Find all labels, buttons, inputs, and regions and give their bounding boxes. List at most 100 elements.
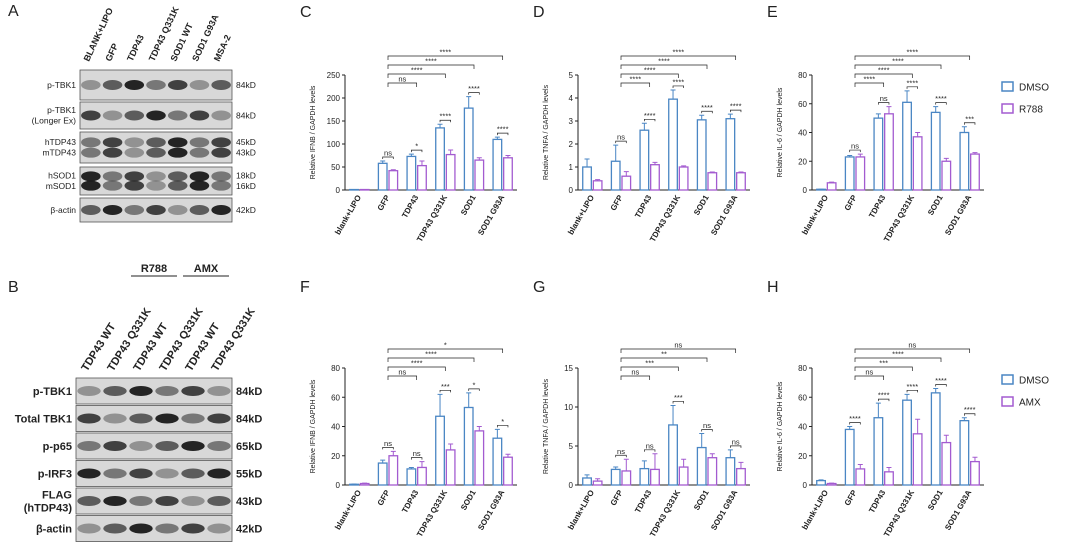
bar (696, 446, 707, 486)
comparison-bracket (854, 375, 885, 380)
pair-bracket (468, 92, 480, 95)
blot-band (189, 180, 210, 191)
comparison-bracket (620, 82, 651, 87)
blot-band (81, 110, 101, 121)
bar (503, 456, 513, 486)
y-tick-label: 0 (803, 186, 808, 195)
y-tick-label: 15 (564, 364, 573, 373)
blot-band (102, 171, 123, 182)
pair-bracket (672, 401, 684, 404)
pair-significance: ns (732, 437, 740, 446)
y-axis-label: Relative IL-6 / GAPDH levels (777, 87, 784, 177)
comparison-bracket (387, 82, 418, 87)
bar (736, 467, 746, 486)
bar (884, 113, 894, 191)
pair-bracket (382, 156, 394, 160)
row-label: p-p65 (43, 441, 72, 453)
x-tick-label: GFP (843, 193, 859, 212)
x-tick-label: TDP43 (867, 193, 888, 220)
pair-significance: **** (964, 405, 976, 414)
error-bar (847, 426, 853, 430)
row-label: hSOD1 (48, 171, 76, 181)
x-tick-label: blank+LIPO (800, 194, 830, 237)
blot-band (77, 468, 101, 479)
panel-letter: H (767, 279, 779, 296)
x-tick-label: TDP43 (633, 193, 654, 220)
size-label: 84kD (236, 110, 256, 120)
comparison-bracket (854, 73, 913, 78)
blot-band (77, 413, 101, 424)
y-tick-label: 40 (331, 423, 340, 432)
panel-letter: F (300, 279, 310, 296)
blot-band (77, 386, 101, 396)
bar (621, 175, 632, 191)
blot-band (207, 523, 231, 534)
blot-band (81, 147, 101, 158)
y-axis-label: Relative IL-6 / GAPDH levels (777, 381, 784, 471)
blot-band (103, 496, 127, 506)
row-label: p-TBK1 (47, 105, 76, 115)
bar (873, 117, 884, 191)
bar (816, 479, 826, 486)
comparison-bracket (387, 375, 418, 380)
error-bar (390, 450, 396, 456)
panel-letter: D (533, 4, 545, 21)
error-bar (670, 89, 676, 100)
legend-swatch (1001, 374, 1014, 385)
bar (388, 170, 399, 191)
bar (959, 131, 970, 191)
blot-band (77, 523, 101, 534)
error-bar (875, 402, 881, 418)
size-label: 84kD (236, 80, 256, 90)
error-bar (961, 417, 967, 421)
error-bar (380, 160, 386, 164)
pair-bracket (849, 149, 861, 153)
blot-band (124, 180, 145, 191)
pair-significance: ns (384, 149, 392, 158)
pair-bracket (615, 140, 627, 144)
blot-band (102, 137, 123, 148)
comparison-bracket (854, 55, 971, 60)
row-label: p-TBK1 (33, 386, 72, 398)
comparison-significance: ns (908, 341, 916, 350)
pair-significance: **** (730, 102, 742, 111)
comparison-bracket (620, 375, 651, 380)
error-bar (699, 433, 705, 448)
blot-band (211, 180, 231, 191)
error-bar (466, 96, 472, 109)
bar (610, 468, 621, 486)
y-tick-label: 200 (327, 94, 341, 103)
bar (435, 415, 445, 486)
comparison-significance: ** (661, 350, 667, 359)
error-bar (380, 459, 386, 464)
error-bar (670, 404, 676, 425)
blot-band (167, 110, 188, 121)
row-label: β-actin (36, 523, 72, 535)
error-bar (857, 153, 863, 157)
pair-bracket (964, 413, 976, 416)
bar (707, 457, 718, 486)
comparison-significance: **** (644, 66, 656, 75)
pair-bracket (497, 425, 509, 428)
blot-band (81, 180, 101, 191)
blot-band (181, 496, 205, 506)
blot-band (189, 110, 210, 121)
error-bar (584, 474, 590, 478)
bar (696, 119, 707, 191)
error-bar (943, 157, 949, 162)
comparison-significance: **** (878, 66, 890, 75)
pair-bracket (411, 457, 423, 460)
bar (492, 437, 503, 486)
blot-band (207, 468, 231, 479)
blot-band (81, 205, 101, 215)
y-tick-label: 0 (336, 481, 341, 490)
blot-band (167, 205, 188, 215)
row-label: hTDP43 (45, 137, 76, 147)
blot-band (155, 413, 179, 424)
blot-strip (75, 377, 233, 405)
error-bar (437, 123, 443, 128)
bar (678, 466, 689, 486)
error-bar (709, 453, 715, 458)
bar (406, 155, 417, 191)
x-tick-label: GFP (376, 488, 392, 507)
